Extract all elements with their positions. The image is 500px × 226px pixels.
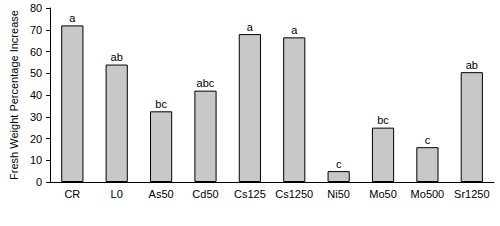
svg-text:ab: ab <box>466 59 478 71</box>
svg-text:L0: L0 <box>111 188 123 200</box>
svg-text:c: c <box>336 158 342 170</box>
svg-text:Ni50: Ni50 <box>327 188 350 200</box>
svg-text:ab: ab <box>111 51 123 63</box>
svg-text:abc: abc <box>197 77 215 89</box>
svg-text:bc: bc <box>155 98 167 110</box>
svg-text:Mo500: Mo500 <box>411 188 445 200</box>
svg-text:50: 50 <box>30 67 42 79</box>
svg-text:70: 70 <box>30 24 42 36</box>
svg-text:Fresh Weight Percentage Increa: Fresh Weight Percentage Increase <box>8 10 20 180</box>
svg-text:10: 10 <box>30 154 42 166</box>
svg-text:bc: bc <box>377 114 389 126</box>
svg-text:Cs1250: Cs1250 <box>275 188 313 200</box>
svg-text:0: 0 <box>36 176 42 188</box>
svg-text:Cs125: Cs125 <box>234 188 266 200</box>
svg-text:60: 60 <box>30 46 42 58</box>
svg-text:30: 30 <box>30 111 42 123</box>
svg-text:a: a <box>247 21 254 33</box>
svg-text:a: a <box>291 24 298 36</box>
svg-text:Sr1250: Sr1250 <box>454 188 489 200</box>
svg-text:CR: CR <box>64 188 80 200</box>
svg-text:20: 20 <box>30 133 42 145</box>
svg-text:a: a <box>69 12 76 24</box>
svg-text:As50: As50 <box>149 188 174 200</box>
svg-text:Cd50: Cd50 <box>192 188 218 200</box>
svg-text:c: c <box>425 134 431 146</box>
svg-text:80: 80 <box>30 2 42 14</box>
svg-text:40: 40 <box>30 89 42 101</box>
svg-text:Mo50: Mo50 <box>369 188 397 200</box>
